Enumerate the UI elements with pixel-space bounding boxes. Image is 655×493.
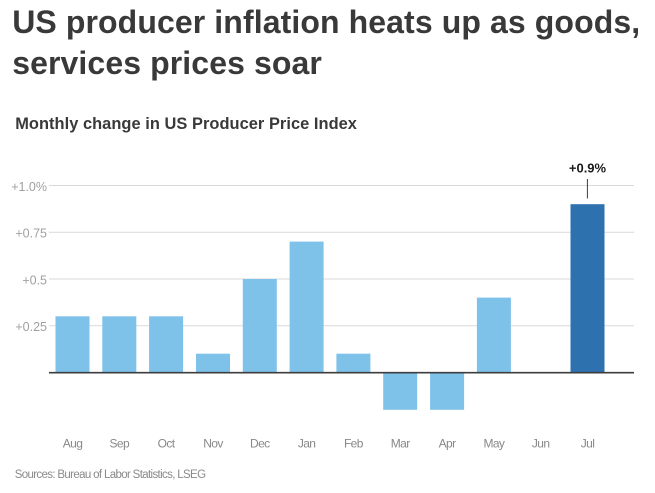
- svg-text:Nov: Nov: [203, 437, 223, 451]
- svg-text:Dec: Dec: [250, 437, 270, 451]
- svg-text:Sep: Sep: [110, 437, 130, 451]
- svg-text:+0.25: +0.25: [15, 320, 47, 334]
- svg-text:Aug: Aug: [63, 437, 83, 451]
- svg-text:May: May: [483, 437, 504, 451]
- svg-text:Oct: Oct: [158, 437, 176, 451]
- svg-text:Jul: Jul: [581, 437, 595, 451]
- svg-text:Jan: Jan: [298, 437, 316, 451]
- svg-text:+0.9%: +0.9%: [569, 161, 607, 176]
- svg-text:Mar: Mar: [391, 437, 410, 451]
- svg-text:Jun: Jun: [532, 437, 550, 451]
- svg-text:Apr: Apr: [439, 437, 456, 451]
- svg-text:+0.5: +0.5: [22, 273, 47, 287]
- svg-text:+0.75: +0.75: [15, 227, 47, 241]
- svg-text:Feb: Feb: [344, 437, 364, 451]
- svg-text:+1.0%: +1.0%: [11, 180, 47, 194]
